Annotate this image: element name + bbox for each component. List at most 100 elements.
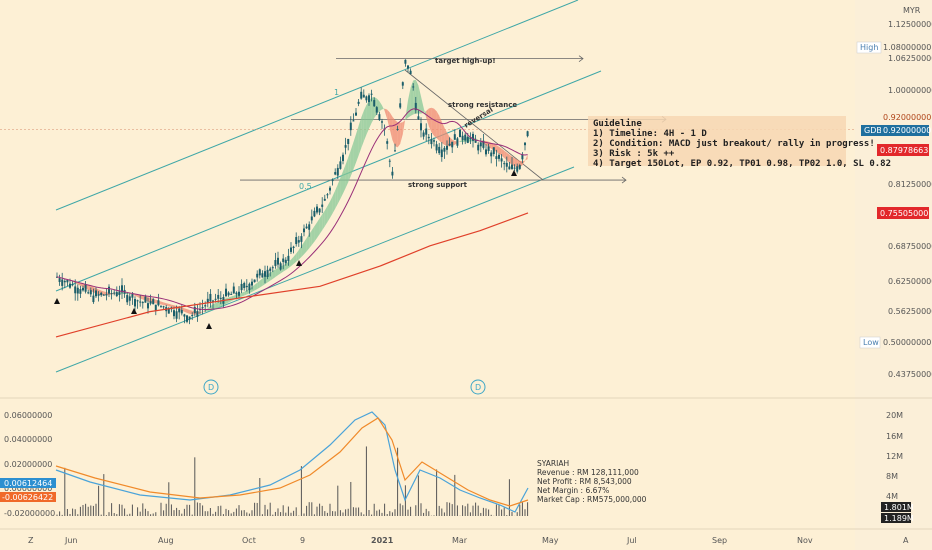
ribbon-segment xyxy=(444,127,447,146)
ribbon-segment xyxy=(363,105,367,142)
price-tag-920: 0.92000000 xyxy=(883,113,931,122)
currency-label: MYR xyxy=(903,6,921,15)
candle-body xyxy=(417,116,420,120)
candle-body xyxy=(245,285,248,288)
ribbon-segment xyxy=(400,122,403,144)
candle-body xyxy=(191,315,194,317)
candle-body xyxy=(433,140,435,142)
ribbon-segment xyxy=(283,263,286,272)
ribbon-segment xyxy=(215,301,219,309)
ribbon-segment xyxy=(218,300,221,308)
candle-body xyxy=(277,257,279,265)
macd-tick-4: -0.02000000 xyxy=(4,509,55,518)
candle-body xyxy=(394,150,396,152)
fundamentals-market-cap: Market Cap : RM575,000,000 xyxy=(537,495,647,504)
signal-line xyxy=(55,417,529,507)
corner-left[interactable]: Z xyxy=(28,536,34,545)
candle-body xyxy=(183,314,186,317)
volume-tag-1-text: 1.801M xyxy=(884,503,914,512)
candle-body xyxy=(100,292,103,296)
candle-body xyxy=(209,293,212,302)
candle-body xyxy=(305,226,308,229)
candle-body xyxy=(347,138,350,144)
candle-body xyxy=(446,145,448,150)
candle-body xyxy=(459,129,461,138)
ribbon-segment xyxy=(504,150,507,161)
candle-body xyxy=(87,292,90,294)
ribbon-segment xyxy=(207,306,211,312)
time-tick-aug: Aug xyxy=(158,536,174,545)
ribbon-segment xyxy=(356,125,359,163)
dividend-marker-2-label: D xyxy=(475,383,481,392)
ribbon-segment xyxy=(431,107,434,136)
ribbon-segment xyxy=(166,303,169,307)
candle-body xyxy=(74,286,77,294)
ribbon-segment xyxy=(137,294,141,299)
candle-body xyxy=(375,107,378,113)
ribbon-segment xyxy=(496,145,499,154)
candle-body xyxy=(152,299,155,305)
candle-body xyxy=(102,294,105,296)
candle-body xyxy=(378,114,381,121)
annotation-support: strong support xyxy=(408,181,468,189)
ribbon-segment xyxy=(410,80,414,116)
macd-tick-0: 0.06000000 xyxy=(4,411,52,420)
ribbon-segment xyxy=(327,201,330,223)
ribbon-segment xyxy=(226,297,229,304)
candle-body xyxy=(66,279,69,283)
dividend-marker-1[interactable] xyxy=(203,379,219,395)
ribbon-segment xyxy=(402,117,406,135)
candle-body xyxy=(261,273,264,278)
guideline-box xyxy=(588,116,846,166)
ribbon-segment xyxy=(343,164,346,194)
candle-body xyxy=(352,120,355,122)
volume-tick-0: 20M xyxy=(886,411,903,420)
guideline-line-3: 3) Risk : 5k ++ xyxy=(593,148,675,159)
candle-body xyxy=(196,311,199,317)
candle-body xyxy=(466,136,469,143)
candle-body xyxy=(396,128,399,130)
ribbon-segment xyxy=(293,253,297,265)
fundamentals-net-profit: Net Profit : RM 8,543,000 xyxy=(537,477,632,486)
ribbon-segment xyxy=(304,238,307,255)
candle-body xyxy=(464,134,467,141)
candle-body xyxy=(128,296,131,301)
ribbon-segment xyxy=(306,234,310,252)
candle-body xyxy=(524,142,526,146)
dividend-marker-2[interactable] xyxy=(470,379,486,395)
candle-body xyxy=(173,310,175,317)
candle-body xyxy=(511,164,513,169)
dividend-marker-1-label: D xyxy=(208,383,214,392)
candle-body xyxy=(487,146,490,151)
candle-body xyxy=(461,135,464,140)
time-tick-jul: Jul xyxy=(626,536,637,545)
candle-series xyxy=(56,59,529,325)
volume-tag-2-text: 1.189M xyxy=(884,514,914,523)
volume-axis: 20M 16M 12M 8M 4M 1.801M 1.189M xyxy=(881,411,914,523)
candle-body xyxy=(357,101,360,104)
ribbon-segment xyxy=(184,308,187,313)
guideline-line-2: 2) Condition: MACD just breakout/ rally … xyxy=(593,138,875,149)
ma-long-line xyxy=(55,212,529,338)
candle-body xyxy=(401,82,404,86)
price-tick-11: 0.43750000 xyxy=(888,370,932,379)
time-tick-2021: 2021 xyxy=(371,536,394,545)
candle-body xyxy=(313,210,316,217)
candle-body xyxy=(500,158,503,162)
fundamentals-title: SYARIAH xyxy=(537,459,569,468)
ma-tag-1 xyxy=(877,144,929,156)
corner-right[interactable]: A xyxy=(903,536,909,545)
candle-body xyxy=(297,240,300,243)
ribbon-segment xyxy=(335,184,338,209)
candle-body xyxy=(503,163,506,165)
candle-body xyxy=(225,288,227,297)
ribbon-segment xyxy=(345,157,349,189)
candle-body xyxy=(279,263,282,270)
candle-body xyxy=(360,91,363,99)
ribbon-segment xyxy=(311,226,315,246)
candle-body xyxy=(188,316,191,320)
ribbon-segment xyxy=(506,152,510,163)
ribbon-segment xyxy=(244,290,247,296)
time-tick-oct: Oct xyxy=(242,536,256,545)
